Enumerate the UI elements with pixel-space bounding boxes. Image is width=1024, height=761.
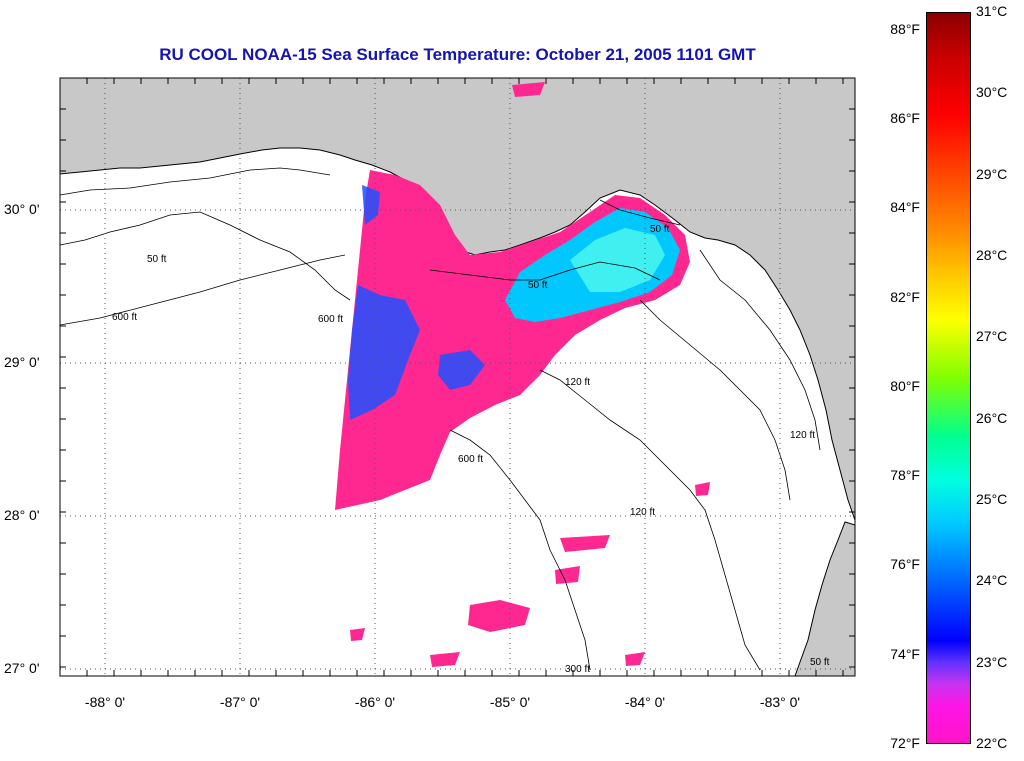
sst-patch-8 bbox=[695, 482, 710, 496]
colorbar-c-label: 25°C bbox=[976, 491, 1008, 507]
colorbar-f-label: 72°F bbox=[890, 735, 920, 751]
contour-label: 300 ft bbox=[565, 664, 590, 675]
colorbar-f-label: 88°F bbox=[890, 20, 920, 37]
colorbar-c-label: 31°C bbox=[976, 3, 1008, 19]
contour-label: 50 ft bbox=[810, 657, 830, 668]
contour-text: 50 ft 600 ft 600 ft 50 ft 50 ft 120 ft 6… bbox=[112, 224, 830, 675]
colorbar-c-label: 24°C bbox=[976, 572, 1008, 589]
colorbar-f-label: 86°F bbox=[890, 110, 920, 127]
lon-tick-label: -88° 0' bbox=[84, 694, 126, 710]
lon-tick-label: -85° 0' bbox=[489, 694, 531, 710]
colorbar-f-label: 74°F bbox=[890, 645, 920, 662]
contour-label: 120 ft bbox=[565, 377, 590, 388]
colorbar-c-label: 29°C bbox=[976, 165, 1008, 182]
colorbar-f-label: 84°F bbox=[890, 199, 920, 216]
sst-patch-5 bbox=[430, 652, 460, 667]
colorbar-c-label: 22°C bbox=[976, 735, 1008, 751]
sst-blue-north bbox=[362, 185, 380, 225]
frame-ticks bbox=[59, 77, 855, 676]
lon-tick-label: -87° 0' bbox=[219, 694, 261, 710]
lat-tick-label: 27° 0' bbox=[4, 660, 40, 676]
temperature-colorbar bbox=[926, 12, 971, 744]
colorbar-c-label: 28°C bbox=[976, 247, 1008, 263]
contour-label: 600 ft bbox=[112, 312, 137, 323]
lon-tick-label: -86° 0' bbox=[354, 694, 396, 710]
colorbar-f-label: 76°F bbox=[890, 556, 920, 573]
sst-patch-4 bbox=[512, 82, 545, 97]
land-mass-main bbox=[59, 77, 856, 521]
page-title: RU COOL NOAA-15 Sea Surface Temperature:… bbox=[159, 45, 756, 64]
sst-patch-6 bbox=[625, 652, 645, 666]
map-frame bbox=[59, 77, 856, 677]
lat-tick-label: 29° 0' bbox=[4, 354, 40, 370]
sst-patch-1 bbox=[468, 600, 530, 632]
colorbar-f-label: 78°F bbox=[890, 467, 920, 484]
contour-label: 50 ft bbox=[650, 224, 670, 235]
colorbar-c-label: 26°C bbox=[976, 409, 1008, 426]
sst-patch-3 bbox=[555, 566, 580, 584]
colorbar-f-label: 82°F bbox=[890, 288, 920, 305]
lon-tick-label: -84° 0' bbox=[624, 694, 666, 710]
sst-warm-core bbox=[570, 228, 665, 292]
contour-label: 600 ft bbox=[318, 314, 343, 325]
contour-label: 50 ft bbox=[147, 254, 167, 265]
colorbar-c-label: 27°C bbox=[976, 328, 1008, 345]
contour-label: 600 ft bbox=[458, 454, 483, 465]
lat-tick-label: 30° 0' bbox=[4, 201, 40, 217]
lon-tick-label: -83° 0' bbox=[759, 694, 801, 710]
colorbar-c-label: 23°C bbox=[976, 653, 1008, 670]
colorbar-f-label: 80°F bbox=[890, 377, 920, 394]
sst-blue-band bbox=[348, 285, 420, 420]
sst-patch-7 bbox=[350, 628, 365, 641]
sst-blue-patch bbox=[438, 350, 485, 390]
contour-label: 50 ft bbox=[528, 280, 548, 291]
contour-label: 120 ft bbox=[630, 507, 655, 518]
colorbar-c-label: 30°C bbox=[976, 84, 1008, 101]
lat-tick-label: 28° 0' bbox=[4, 507, 40, 523]
sst-patch-2 bbox=[560, 535, 610, 552]
bathymetry-contours bbox=[59, 167, 821, 671]
contour-label: 120 ft bbox=[790, 430, 815, 441]
